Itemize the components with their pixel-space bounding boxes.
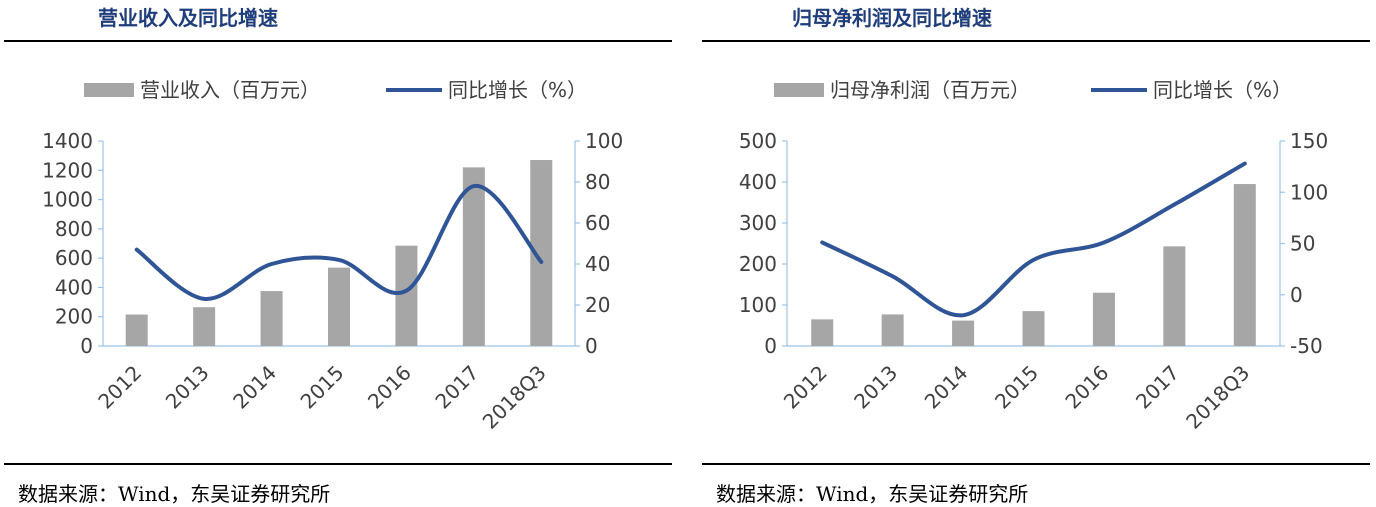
y-left-tick-label: 1200 xyxy=(42,158,93,182)
y-left-tick-label: 0 xyxy=(80,334,93,358)
legend-bar-label: 营业收入（百万元） xyxy=(140,78,320,102)
y-left-tick-label: 400 xyxy=(55,275,93,299)
panel-title: 归母净利润及同比增速 xyxy=(792,6,992,30)
bar xyxy=(462,167,485,346)
bar xyxy=(260,291,283,346)
y-left-tick-label: 500 xyxy=(739,129,777,153)
y-left-tick-label: 200 xyxy=(55,305,93,329)
bar xyxy=(952,320,975,346)
chart-net-profit: 归母净利润（百万元） 同比增长（%） 0 100 200 300 400 500 -50 0 50 1… xyxy=(739,78,1328,434)
bar xyxy=(193,307,216,346)
y-right-tick-label: 100 xyxy=(585,129,623,153)
y-left-tick-label: 300 xyxy=(739,211,777,235)
bar xyxy=(1163,246,1186,346)
y-right-tick-label: 0 xyxy=(585,334,598,358)
legend-bar-label: 归母净利润（百万元） xyxy=(830,78,1030,102)
y-right-tick-label: 100 xyxy=(1290,180,1328,204)
bar xyxy=(811,319,834,346)
title-rule xyxy=(4,40,672,42)
legend-line-label: 同比增长（%） xyxy=(448,78,587,102)
y-right-tick-label: -50 xyxy=(1290,334,1323,358)
legend-line-label: 同比增长（%） xyxy=(1153,78,1292,102)
y-left-tick-label: 1000 xyxy=(42,188,93,212)
y-left-tick-label: 600 xyxy=(55,246,93,270)
title-rule xyxy=(702,40,1370,42)
source-note: 数据来源：Wind，东吴证券研究所 xyxy=(716,482,1029,506)
y-right-tick-label: 60 xyxy=(585,211,610,235)
x-tick-label: 2018Q3 xyxy=(1181,361,1254,434)
bar xyxy=(881,314,904,346)
bar xyxy=(530,160,553,346)
x-tick-label: 2016 xyxy=(363,361,416,414)
chart-revenue: 营业收入（百万元） 同比增长（%）020040060080010001200140… xyxy=(42,78,623,434)
x-tick-label: 2017 xyxy=(1131,361,1184,414)
chart-panel-net-profit: 归母净利润及同比增速 归母净利润（百万元） 同比增长（%） 0 100 200 300 40… xyxy=(698,0,1376,507)
x-tick-label: 2015 xyxy=(296,361,349,414)
y-right-tick-label: 20 xyxy=(585,293,610,317)
y-left-tick-label: 400 xyxy=(739,170,777,194)
x-tick-label: 2013 xyxy=(849,361,902,414)
y-right-tick-label: 0 xyxy=(1290,283,1303,307)
chart-panel-revenue: 营业收入及同比增速 营业收入（百万元） 同比增长（%） 0 200 400 600 800 1… xyxy=(0,0,680,507)
y-right-tick-label: 50 xyxy=(1290,232,1315,256)
y-left-tick-label: 200 xyxy=(739,252,777,276)
growth-line xyxy=(134,184,544,301)
y-right-tick-label: 40 xyxy=(585,252,610,276)
x-tick-label: 2018Q3 xyxy=(478,361,551,434)
y-right-tick-label: 150 xyxy=(1290,129,1328,153)
x-tick-label: 2012 xyxy=(93,361,146,414)
bar xyxy=(328,267,350,346)
y-right-tick-label: 80 xyxy=(585,170,610,194)
x-tick-label: 2017 xyxy=(430,361,483,414)
x-tick-label: 2015 xyxy=(990,361,1043,414)
x-tick-label: 2013 xyxy=(161,361,214,414)
legend-bar-swatch xyxy=(774,83,824,97)
bar xyxy=(125,314,148,346)
source-rule xyxy=(4,463,672,465)
y-left-tick-label: 1400 xyxy=(42,129,93,153)
y-left-tick-label: 800 xyxy=(55,217,93,241)
bar xyxy=(1233,184,1256,346)
legend-bar-swatch xyxy=(84,83,134,97)
bar xyxy=(1092,292,1115,346)
x-tick-label: 2014 xyxy=(920,361,973,414)
bar xyxy=(1022,311,1045,346)
y-left-tick-label: 0 xyxy=(764,334,777,358)
x-tick-label: 2014 xyxy=(228,361,281,414)
y-left-tick-label: 100 xyxy=(739,293,777,317)
x-tick-label: 2012 xyxy=(779,361,832,414)
bar xyxy=(395,245,418,346)
panel-title: 营业收入及同比增速 xyxy=(98,6,278,30)
source-rule xyxy=(702,463,1370,465)
x-tick-label: 2016 xyxy=(1060,361,1113,414)
source-note: 数据来源：Wind，东吴证券研究所 xyxy=(18,482,331,506)
growth-line xyxy=(820,161,1247,318)
